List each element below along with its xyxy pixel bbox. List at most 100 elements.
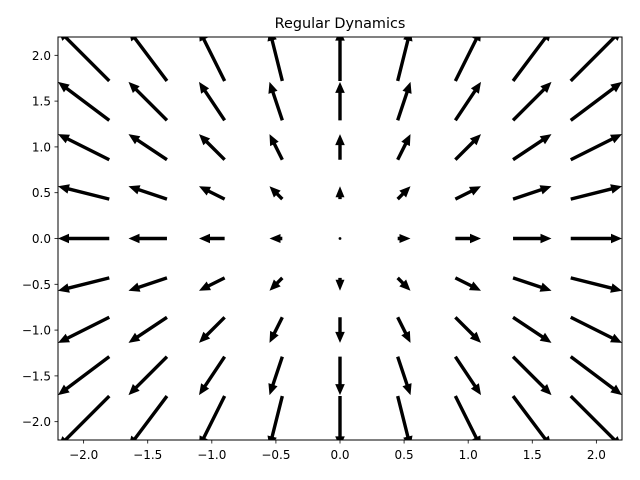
arrow-shape xyxy=(569,315,622,343)
arrow-shape xyxy=(569,394,620,440)
vector-arrow xyxy=(268,356,284,396)
arrow-shape xyxy=(130,37,169,82)
x-tick-label: 1.0 xyxy=(459,448,478,462)
arrow-shape xyxy=(199,276,226,291)
vector-arrow xyxy=(569,355,622,396)
arrow-shape xyxy=(396,395,413,440)
vector-arrow xyxy=(128,315,168,343)
vector-arrow xyxy=(199,233,225,244)
vector-arrow xyxy=(269,134,284,161)
arrow-shape xyxy=(199,37,227,82)
y-tick-label: 1.5 xyxy=(32,95,51,109)
vector-arrow xyxy=(396,276,411,291)
arrow-shape xyxy=(570,184,622,201)
arrow-shape xyxy=(199,355,227,396)
vector-arrow xyxy=(569,134,622,162)
arrow-shape xyxy=(268,356,284,396)
vector-arrow xyxy=(269,234,283,243)
arrow-shape xyxy=(60,37,111,83)
vector-arrow xyxy=(58,276,110,293)
vector-arrow xyxy=(335,396,345,440)
arrow-dot xyxy=(338,237,342,240)
x-tick-label: −1.0 xyxy=(197,448,226,462)
arrow-shape xyxy=(199,186,226,201)
arrow-shape xyxy=(269,186,284,201)
arrow-shape xyxy=(511,355,552,396)
vector-arrow xyxy=(396,316,411,343)
arrow-shape xyxy=(58,233,110,244)
x-tick-label: 2.0 xyxy=(587,448,606,462)
arrow-shape xyxy=(58,184,110,201)
vector-arrow xyxy=(512,134,552,162)
vector-arrow xyxy=(511,37,550,82)
y-tick-label: −1.0 xyxy=(22,324,51,338)
vector-arrow xyxy=(128,81,169,122)
arrow-shape xyxy=(128,185,168,201)
arrow-shape xyxy=(128,355,169,396)
arrow-shape xyxy=(199,233,225,244)
vector-arrow xyxy=(199,276,226,291)
arrow-shape xyxy=(512,185,552,201)
vector-arrow xyxy=(455,233,481,244)
vector-arrow xyxy=(130,37,169,82)
arrow-shape xyxy=(453,37,481,82)
arrow-shape xyxy=(397,234,411,243)
arrow-shape xyxy=(569,81,622,122)
y-axis: −2.0 −1.5 −1.0 −0.5 0.0 0.5 1.0 1.5 2.0 xyxy=(22,49,58,429)
arrow-shape xyxy=(128,315,168,343)
arrow-shape xyxy=(335,396,345,440)
vector-arrow xyxy=(453,37,481,82)
vector-arrow xyxy=(199,355,227,396)
vector-arrow xyxy=(511,355,552,396)
arrow-shape xyxy=(269,276,284,291)
vector-arrow xyxy=(199,37,227,82)
vector-arrow xyxy=(58,355,111,396)
arrow-shape xyxy=(396,134,411,161)
arrow-shape xyxy=(453,355,481,396)
vector-arrow xyxy=(570,276,622,293)
arrow-shape xyxy=(58,134,111,162)
arrow-shape xyxy=(268,81,284,121)
x-tick-label: −1.5 xyxy=(133,448,162,462)
arrow-shape xyxy=(396,37,413,82)
vector-arrow xyxy=(335,186,345,200)
arrow-shape xyxy=(396,186,411,201)
arrow-shape xyxy=(128,233,167,244)
arrow-shape xyxy=(199,134,226,161)
vector-arrow xyxy=(453,355,481,396)
vector-arrow xyxy=(58,184,110,201)
y-tick-label: 2.0 xyxy=(32,49,51,63)
arrow-shape xyxy=(199,81,227,122)
x-tick-label: 1.5 xyxy=(523,448,542,462)
vector-arrow xyxy=(512,276,552,292)
vector-arrow xyxy=(199,81,227,122)
arrow-shape xyxy=(58,276,110,293)
arrow-shape xyxy=(130,395,169,440)
chart-title: Regular Dynamics xyxy=(275,16,406,32)
vector-arrow xyxy=(335,37,345,81)
arrow-shape xyxy=(128,81,169,122)
arrow-shape xyxy=(454,186,481,201)
arrow-shape xyxy=(570,233,622,244)
vector-arrow xyxy=(453,395,481,440)
arrow-shape xyxy=(58,315,111,343)
arrow-shape xyxy=(267,37,284,82)
vector-arrow xyxy=(335,134,345,160)
x-tick-label: 0.0 xyxy=(330,448,349,462)
vector-arrow xyxy=(570,184,622,201)
vector-arrow xyxy=(269,316,284,343)
arrow-shape xyxy=(58,81,111,122)
x-axis: −2.0 −1.5 −1.0 −0.5 0.0 0.5 1.0 1.5 2.0 xyxy=(69,440,606,462)
y-tick-label: 0.5 xyxy=(32,186,51,200)
y-tick-label: 1.0 xyxy=(32,140,51,154)
arrow-field xyxy=(58,37,622,440)
arrow-shape xyxy=(335,317,345,343)
vector-arrow xyxy=(396,395,413,440)
vector-arrow xyxy=(569,81,622,122)
y-tick-label: 0.0 xyxy=(32,232,51,246)
arrow-shape xyxy=(335,186,345,200)
arrow-shape xyxy=(454,134,481,161)
arrow-shape xyxy=(453,395,481,440)
arrow-shape xyxy=(269,134,284,161)
